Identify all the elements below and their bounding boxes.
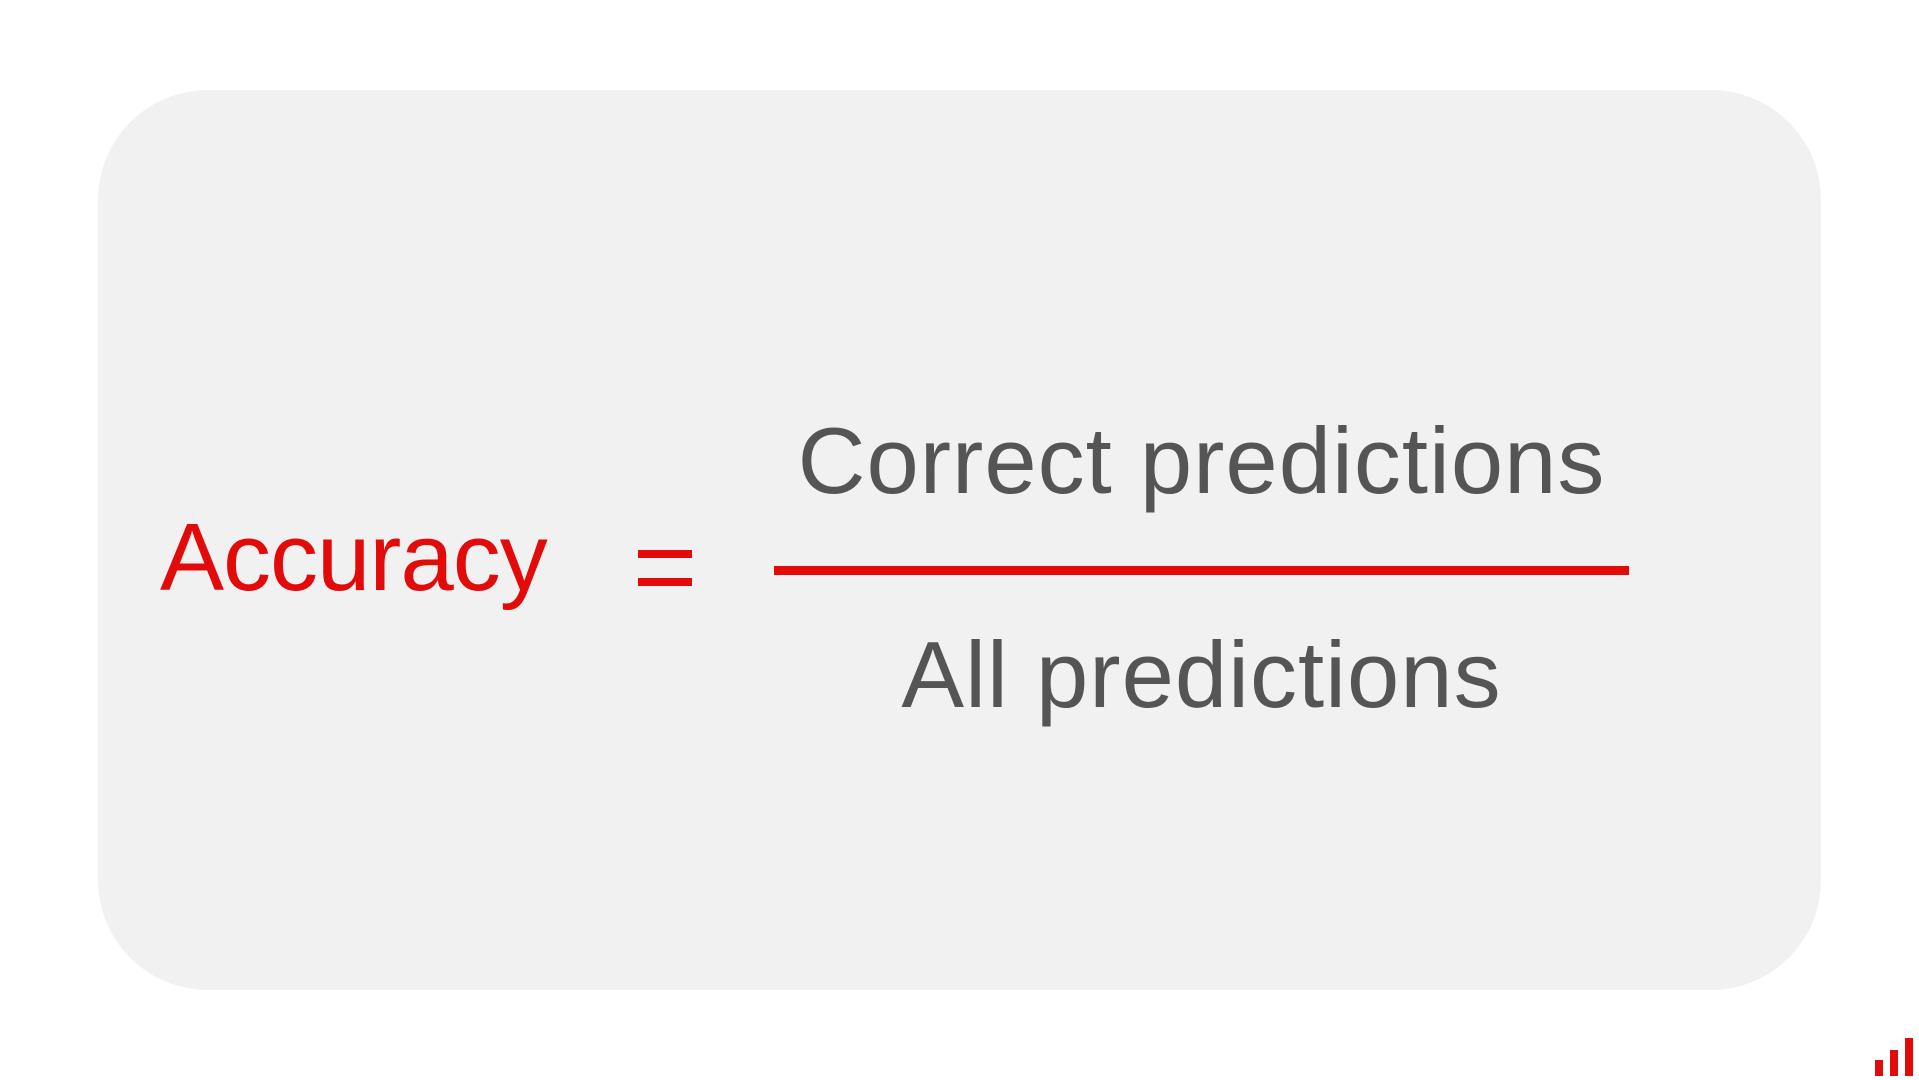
bar-chart-logo-icon <box>1875 1038 1913 1076</box>
equals-sign-bottom-stroke <box>638 578 692 586</box>
equals-sign <box>638 550 692 606</box>
formula-lhs-label: Accuracy <box>160 504 548 611</box>
formula-card <box>98 90 1821 990</box>
fraction-bar <box>774 566 1629 575</box>
formula-numerator: Correct predictions <box>797 408 1606 513</box>
equals-sign-top-stroke <box>638 550 692 558</box>
formula-denominator: All predictions <box>901 622 1502 727</box>
